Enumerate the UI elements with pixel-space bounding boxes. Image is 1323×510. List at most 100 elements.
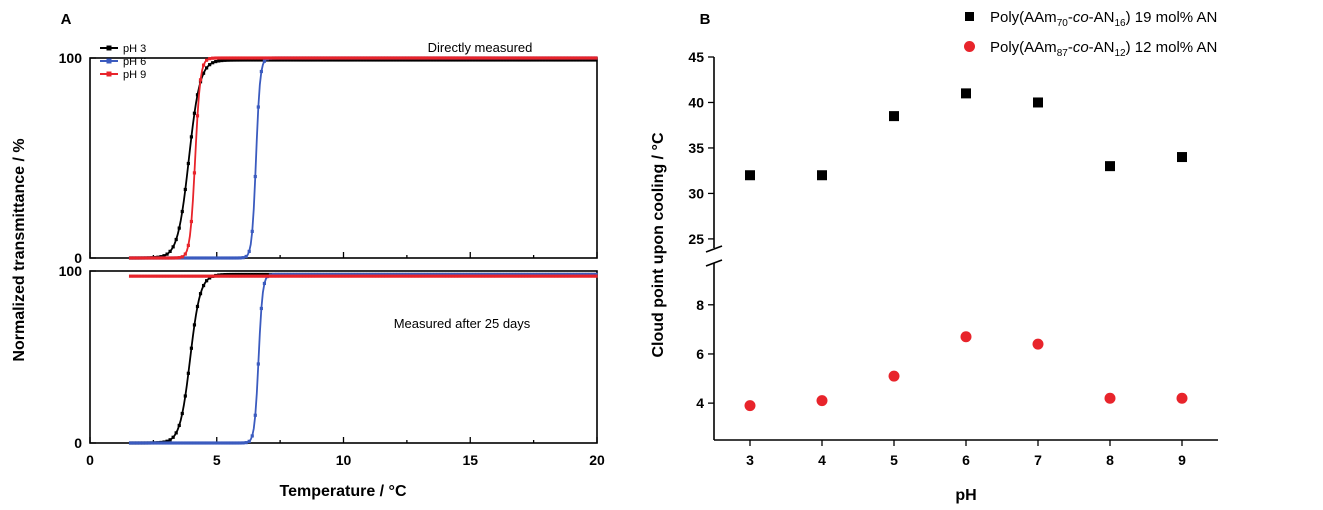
- data-point: [512, 274, 516, 278]
- data-point: [585, 58, 589, 62]
- panel-label: B: [700, 11, 711, 28]
- data-point: [484, 272, 489, 277]
- data-point: [171, 245, 175, 249]
- data-point: [472, 56, 476, 60]
- data-point: [128, 274, 133, 278]
- data-point: [284, 56, 288, 60]
- data-point: [238, 58, 242, 62]
- data-point: [329, 58, 333, 62]
- data-point: [296, 272, 300, 277]
- data-point: [542, 58, 546, 62]
- data-point: [235, 58, 239, 62]
- data-point: [545, 272, 549, 277]
- data-point: [226, 56, 230, 60]
- data-point: [235, 256, 239, 260]
- legend-label: Poly(AAm70-co-AN16) 19 mol% AN: [990, 9, 1217, 29]
- data-point: [323, 56, 327, 60]
- data-point: [588, 274, 592, 278]
- y-tick-label: 30: [688, 185, 704, 201]
- data-point: [247, 58, 251, 62]
- data-point: [402, 272, 406, 277]
- data-point: [308, 272, 312, 277]
- data-point: [305, 58, 309, 62]
- data-point: [150, 274, 154, 278]
- data-point: [201, 256, 206, 260]
- data-point: [481, 274, 486, 278]
- data-point: [530, 56, 534, 60]
- data-point: [408, 272, 413, 277]
- data-point: [308, 58, 312, 62]
- data-point: [198, 292, 203, 296]
- data-point: [448, 56, 452, 60]
- data-point: [347, 56, 352, 60]
- data-point: [287, 58, 291, 62]
- legend: pH 3pH 6pH 9: [100, 43, 146, 81]
- data-point: [579, 274, 583, 278]
- data-point: [582, 58, 586, 62]
- data-point: [442, 56, 446, 60]
- data-point: [335, 272, 340, 277]
- data-point: [573, 272, 577, 277]
- data-point: [503, 274, 507, 278]
- data-point: [205, 274, 209, 278]
- data-point: [551, 272, 555, 277]
- data-point: [420, 272, 425, 277]
- data-point: [338, 274, 343, 278]
- data-point: [268, 56, 273, 60]
- data-point: [375, 58, 379, 62]
- data-point: [247, 439, 251, 443]
- data-point: [430, 274, 434, 278]
- data-point: [512, 56, 516, 60]
- data-point: [244, 254, 248, 259]
- data-point: [436, 56, 440, 60]
- data-point: [494, 58, 498, 62]
- data-point: [427, 58, 431, 62]
- data-point: [588, 56, 592, 60]
- data-point: [417, 274, 422, 278]
- data-point: [433, 56, 437, 60]
- data-point: [247, 274, 251, 278]
- data-point: [201, 441, 206, 445]
- text-part: co: [1073, 9, 1089, 26]
- data-point: [308, 56, 312, 60]
- data-point-square: [745, 170, 755, 181]
- data-point: [186, 161, 190, 166]
- data-point: [214, 441, 218, 445]
- data-point: [573, 58, 577, 62]
- data-point: [369, 58, 373, 62]
- data-point: [278, 58, 282, 62]
- data-point: [226, 58, 230, 62]
- y-tick-label: 0: [74, 435, 82, 451]
- data-point: [220, 56, 224, 60]
- data-point: [524, 272, 528, 277]
- data-point: [287, 274, 291, 278]
- data-point: [341, 56, 346, 60]
- data-point: [490, 272, 495, 277]
- data-point: [314, 58, 318, 62]
- data-point: [363, 274, 367, 278]
- data-point: [314, 272, 318, 277]
- data-point: [168, 256, 172, 260]
- data-point: [177, 226, 181, 230]
- data-point: [457, 58, 461, 62]
- data-point: [156, 441, 160, 445]
- data-point: [563, 58, 568, 62]
- data-point: [217, 274, 221, 278]
- plot-frame: [89, 57, 598, 259]
- data-point: [399, 58, 403, 62]
- data-point: [256, 56, 260, 60]
- x-tick-label: 5: [890, 452, 898, 468]
- data-point: [560, 272, 565, 277]
- data-point: [390, 56, 394, 60]
- data-point: [247, 249, 251, 253]
- data-point: [591, 58, 595, 62]
- data-point: [174, 441, 178, 445]
- data-point: [585, 56, 589, 60]
- data-point: [484, 56, 489, 60]
- data-point: [229, 441, 233, 445]
- data-point: [594, 272, 598, 277]
- data-point: [557, 274, 562, 278]
- data-point: [387, 274, 391, 278]
- data-point: [481, 272, 486, 277]
- data-point: [329, 272, 333, 277]
